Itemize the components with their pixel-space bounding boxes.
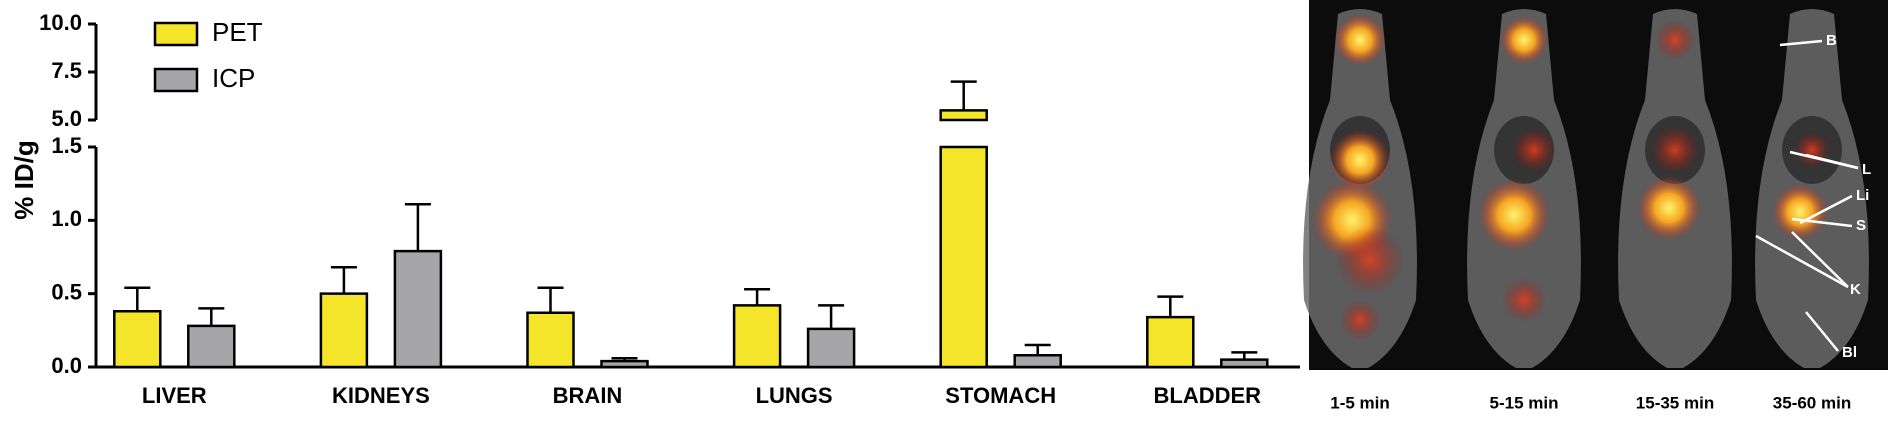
- x-tick-label: BRAIN: [553, 383, 623, 408]
- uptake: [1340, 300, 1380, 340]
- bar: [806, 327, 856, 369]
- x-tick-label: LUNGS: [756, 383, 833, 408]
- y-tick-label: 7.5: [51, 58, 82, 83]
- y-tick-label: 1.5: [51, 133, 82, 158]
- bar: [1146, 315, 1195, 369]
- y-tick-label: 1.0: [51, 206, 82, 231]
- uptake: [1478, 179, 1550, 251]
- annotation-arrows: [1755, 39, 1859, 352]
- mouse-images: [1303, 9, 1869, 368]
- uptake: [1651, 126, 1699, 174]
- bar: [393, 249, 443, 369]
- annotation: K: [1850, 281, 1861, 298]
- error-bar: [124, 286, 151, 312]
- error-bar: [1024, 343, 1051, 356]
- uptake: [1655, 20, 1695, 60]
- uptake: [1637, 176, 1701, 240]
- time-label: 35-60 min: [1773, 393, 1851, 412]
- y-tick-label: 0.0: [51, 353, 82, 378]
- legend-label: PET: [212, 17, 263, 47]
- uptake: [1772, 184, 1828, 240]
- uptake: [1334, 14, 1386, 66]
- annotation: S: [1856, 217, 1866, 234]
- time-label: 1-5 min: [1330, 393, 1390, 412]
- error-bar: [537, 286, 564, 313]
- error-bar: [611, 356, 638, 362]
- error-bar: [1157, 295, 1184, 318]
- legend-label: ICP: [212, 63, 255, 93]
- annotation: B: [1826, 32, 1837, 49]
- legend-swatch: [153, 67, 199, 93]
- uptake: [1500, 16, 1548, 64]
- y-axis-label: % ID/g: [9, 140, 39, 219]
- bar: [113, 310, 162, 369]
- x-tick-label: BLADDER: [1154, 383, 1262, 408]
- bar: [526, 311, 575, 369]
- bar: [1013, 354, 1062, 369]
- time-label: 15-35 min: [1636, 393, 1714, 412]
- bar: [939, 109, 988, 369]
- error-bar: [330, 266, 357, 294]
- error-bar: [818, 304, 845, 329]
- uptake: [1336, 226, 1404, 294]
- y-tick-label: 10.0: [39, 10, 82, 35]
- error-bar: [950, 80, 977, 111]
- uptake: [1512, 128, 1556, 172]
- x-tick-label: LIVER: [142, 383, 207, 408]
- annotation: Bl: [1842, 344, 1857, 361]
- annotation: L: [1862, 161, 1871, 178]
- annotation: Li: [1856, 187, 1869, 204]
- uptake: [1502, 278, 1546, 322]
- error-bar: [404, 202, 431, 252]
- bar: [187, 324, 236, 369]
- bar: [732, 304, 782, 369]
- error-bar: [744, 288, 771, 306]
- y-tick-label: 0.5: [51, 279, 82, 304]
- uptake: [1794, 132, 1830, 168]
- bar: [1220, 358, 1269, 369]
- y-tick-label: 5.0: [51, 106, 82, 131]
- bar: [600, 359, 649, 369]
- uptake: [1330, 130, 1390, 190]
- error-bar: [198, 307, 225, 326]
- x-tick-label: STOMACH: [945, 383, 1056, 408]
- x-tick-label: KIDNEYS: [332, 383, 430, 408]
- error-bar: [1231, 351, 1258, 360]
- time-label: 5-15 min: [1490, 393, 1559, 412]
- legend-swatch: [153, 21, 199, 47]
- bar: [319, 292, 369, 369]
